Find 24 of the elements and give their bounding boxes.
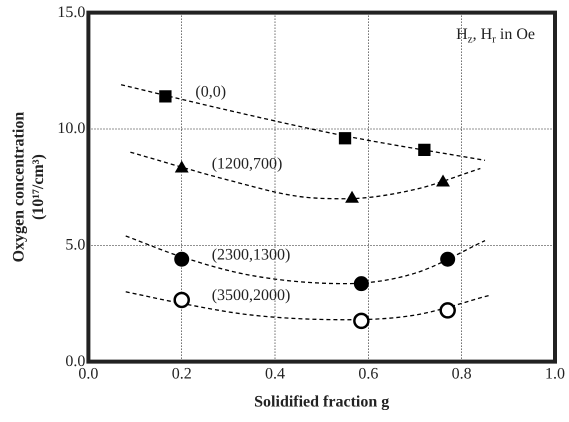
x-tick-label: 0.4 <box>265 365 286 382</box>
x-tick-label: 0.0 <box>78 365 98 382</box>
series-label: (1200,700) <box>212 156 282 173</box>
x-tick-label: 0.8 <box>452 365 472 382</box>
x-tick-label: 0.6 <box>358 365 378 382</box>
series-label: (3500,2000) <box>212 287 290 304</box>
x-tick-label: 0.2 <box>172 365 192 382</box>
series-label: (0,0) <box>195 84 226 101</box>
point <box>439 302 456 319</box>
point <box>354 276 369 292</box>
series-label: (2300,1300) <box>212 246 290 264</box>
x-tick-label: 1.0 <box>545 365 565 382</box>
point <box>173 292 190 308</box>
y-axis-title: Oxygen concentration (10¹⁷/cm³) <box>10 112 47 262</box>
point <box>338 132 352 144</box>
y-tick-label: 10.0 <box>57 120 86 138</box>
point <box>353 312 370 330</box>
point <box>159 90 172 103</box>
point <box>440 252 456 267</box>
point <box>418 144 431 156</box>
x-axis-title: Solidified fraction g <box>254 394 390 411</box>
y-tick-label: 5.0 <box>65 236 86 254</box>
y-tick-label: 15.0 <box>57 4 86 21</box>
point <box>174 252 190 267</box>
